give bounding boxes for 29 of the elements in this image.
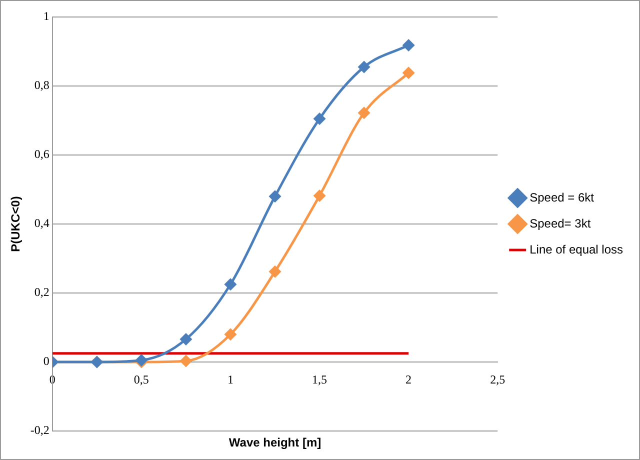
point xyxy=(180,355,192,367)
x-axis-title: Wave height [m] xyxy=(228,435,322,450)
point xyxy=(224,328,236,340)
point xyxy=(358,107,370,119)
point xyxy=(358,61,370,73)
point xyxy=(314,113,326,125)
point xyxy=(402,40,414,52)
x-tick-label: 2,5 xyxy=(490,372,506,386)
y-tick-label: 0,8 xyxy=(34,78,50,92)
legend-label: Speed= 3kt xyxy=(530,216,592,230)
point xyxy=(224,278,236,290)
y-axis-title: P(UKC<0) xyxy=(8,196,23,252)
x-tick-label: 2 xyxy=(406,372,412,386)
point xyxy=(269,266,281,278)
point xyxy=(269,190,281,202)
y-tick-label: 0,6 xyxy=(34,147,50,162)
y-tick-label: 0,4 xyxy=(34,216,50,230)
y-tick-label: 1 xyxy=(43,9,50,24)
x-tick-label: 0,5 xyxy=(134,372,149,386)
y-tick-label: 0,2 xyxy=(34,285,50,300)
y-tick-label: -0,2 xyxy=(30,423,50,438)
legend-label: Speed = 6kt xyxy=(530,190,595,204)
point xyxy=(402,67,414,79)
x-tick-label: 1 xyxy=(227,372,234,386)
point xyxy=(314,190,326,202)
y-tick-label: 0 xyxy=(43,354,50,368)
legend-label: Line of equal loss xyxy=(530,242,624,256)
point xyxy=(180,333,192,345)
x-tick-label: 1,5 xyxy=(312,372,328,386)
